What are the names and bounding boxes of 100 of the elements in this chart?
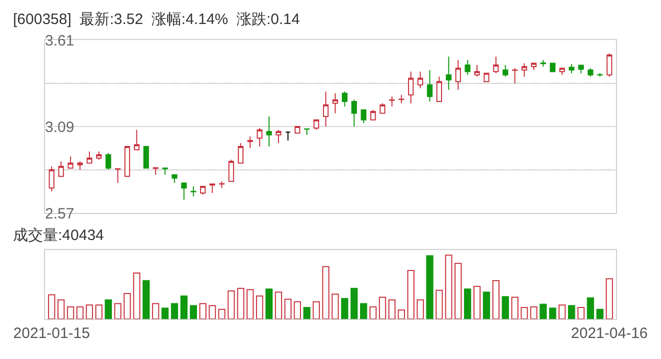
- bar: [426, 255, 434, 319]
- candlestick: [398, 94, 404, 104]
- bar: [369, 306, 377, 319]
- candlestick: [530, 62, 537, 70]
- candlestick: [588, 68, 594, 78]
- candlestick: [568, 63, 574, 74]
- candlestick: [218, 180, 225, 189]
- bar: [180, 296, 188, 319]
- chart-title: [600358] 最新:3.52 涨幅:4.14% 涨跌:0.14: [13, 11, 300, 28]
- candlestick: [247, 136, 253, 149]
- candlestick: [426, 69, 433, 102]
- candlestick: [77, 160, 83, 170]
- bar: [190, 305, 197, 319]
- bar: [133, 272, 140, 319]
- bar: [606, 278, 613, 319]
- chart-title: 成交量:40434: [13, 227, 104, 244]
- bar: [312, 301, 320, 319]
- bar: [170, 303, 178, 319]
- bar: [445, 254, 452, 319]
- candlestick: [143, 146, 149, 169]
- candlestick: [238, 142, 244, 164]
- candlestick: [172, 174, 178, 184]
- candlestick: [190, 186, 196, 197]
- candlestick: [351, 99, 357, 127]
- candlestick: [370, 109, 376, 120]
- candlestick: [58, 160, 64, 177]
- bar: [48, 294, 56, 319]
- candlestick: [446, 56, 452, 90]
- bar: [464, 288, 472, 319]
- bar: [208, 305, 216, 319]
- candlestick: [181, 182, 187, 200]
- candlestick: [322, 91, 329, 127]
- bar: [416, 299, 424, 319]
- bar: [341, 298, 348, 319]
- candlestick: [436, 76, 442, 102]
- bar: [473, 286, 481, 319]
- bar: [303, 307, 310, 319]
- candlestick: [484, 72, 490, 82]
- bar: [228, 290, 235, 319]
- candlestick: [360, 109, 366, 124]
- bar: [161, 308, 169, 319]
- x-tick-label: 2021-01-15: [13, 325, 90, 342]
- candlestick: [210, 184, 216, 194]
- bar: [454, 262, 462, 319]
- bar: [237, 288, 244, 319]
- bar: [256, 296, 264, 319]
- y-tick-label: 3.61: [45, 32, 74, 50]
- bar: [436, 290, 443, 319]
- bar: [274, 292, 282, 319]
- candlestick: [455, 59, 461, 90]
- bar: [407, 270, 414, 319]
- candlestick: [521, 62, 528, 78]
- bar: [388, 299, 396, 319]
- candlestick: [162, 166, 168, 176]
- candlestick: [134, 129, 140, 150]
- candlestick: [114, 168, 121, 184]
- bar: [284, 298, 292, 319]
- bar: [152, 303, 160, 319]
- bar: [586, 297, 594, 319]
- candlestick: [578, 64, 584, 74]
- candlestick: [417, 71, 424, 89]
- bar: [322, 266, 330, 319]
- bar: [530, 306, 538, 319]
- candlestick: [597, 72, 603, 78]
- candlestick: [559, 68, 565, 76]
- bar: [558, 304, 566, 319]
- candlestick: [314, 119, 320, 130]
- candlestick: [200, 186, 206, 196]
- bar: [76, 306, 84, 319]
- bar: [66, 306, 74, 319]
- bar: [350, 288, 358, 319]
- candlestick: [342, 91, 348, 108]
- candlestick: [304, 128, 310, 136]
- candlestick: [540, 59, 546, 68]
- candlestick: [408, 71, 414, 104]
- bar: [246, 289, 254, 319]
- candlestick: [152, 167, 158, 176]
- bar: [398, 310, 405, 319]
- bar: [511, 296, 518, 319]
- candlestick: [106, 152, 112, 170]
- bar: [549, 308, 556, 319]
- bar: [520, 307, 528, 319]
- y-tick-label: 3.09: [45, 118, 74, 136]
- candlestick: [285, 132, 291, 141]
- bar: [86, 304, 93, 319]
- candlestick: [86, 150, 92, 164]
- bar: [265, 288, 273, 319]
- bar: [114, 303, 122, 319]
- bar: [142, 280, 150, 319]
- bar: [360, 303, 368, 319]
- candlestick: [550, 62, 556, 72]
- bar: [378, 296, 386, 319]
- candlestick: [512, 68, 518, 84]
- bar: [332, 294, 339, 319]
- bar: [502, 296, 509, 319]
- bar: [596, 308, 604, 319]
- bar: [218, 308, 226, 319]
- candlestick: [502, 64, 508, 78]
- x-tick-label: 2021-04-16: [571, 325, 648, 342]
- bar: [568, 305, 576, 319]
